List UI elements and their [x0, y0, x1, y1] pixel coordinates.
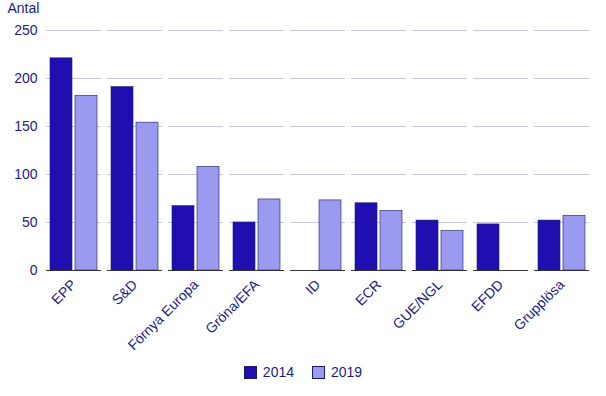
svg-text:Gröna/EFA: Gröna/EFA [202, 276, 263, 337]
svg-text:250: 250 [14, 22, 38, 38]
svg-text:EPP: EPP [48, 276, 79, 307]
svg-text:100: 100 [14, 166, 38, 182]
html-text:2019: 2019 [331, 364, 363, 380]
svg-text:Antal: Antal [8, 0, 40, 16]
svg-text:0: 0 [30, 262, 38, 278]
html-text:2014: 2014 [262, 364, 294, 380]
svg-text:ID: ID [302, 276, 323, 297]
svg-text:Förnya Europa: Förnya Europa [124, 276, 201, 353]
svg-text:EFDD: EFDD [468, 276, 506, 314]
svg-text:150: 150 [14, 118, 38, 134]
svg-text:50: 50 [22, 214, 38, 230]
svg-text:GUE/NGL: GUE/NGL [389, 276, 445, 332]
svg-text:200: 200 [14, 70, 38, 86]
svg-text:ECR: ECR [352, 276, 384, 308]
svg-text:Grupplösa: Grupplösa [510, 276, 567, 333]
svg-text:S&D: S&D [109, 276, 141, 308]
